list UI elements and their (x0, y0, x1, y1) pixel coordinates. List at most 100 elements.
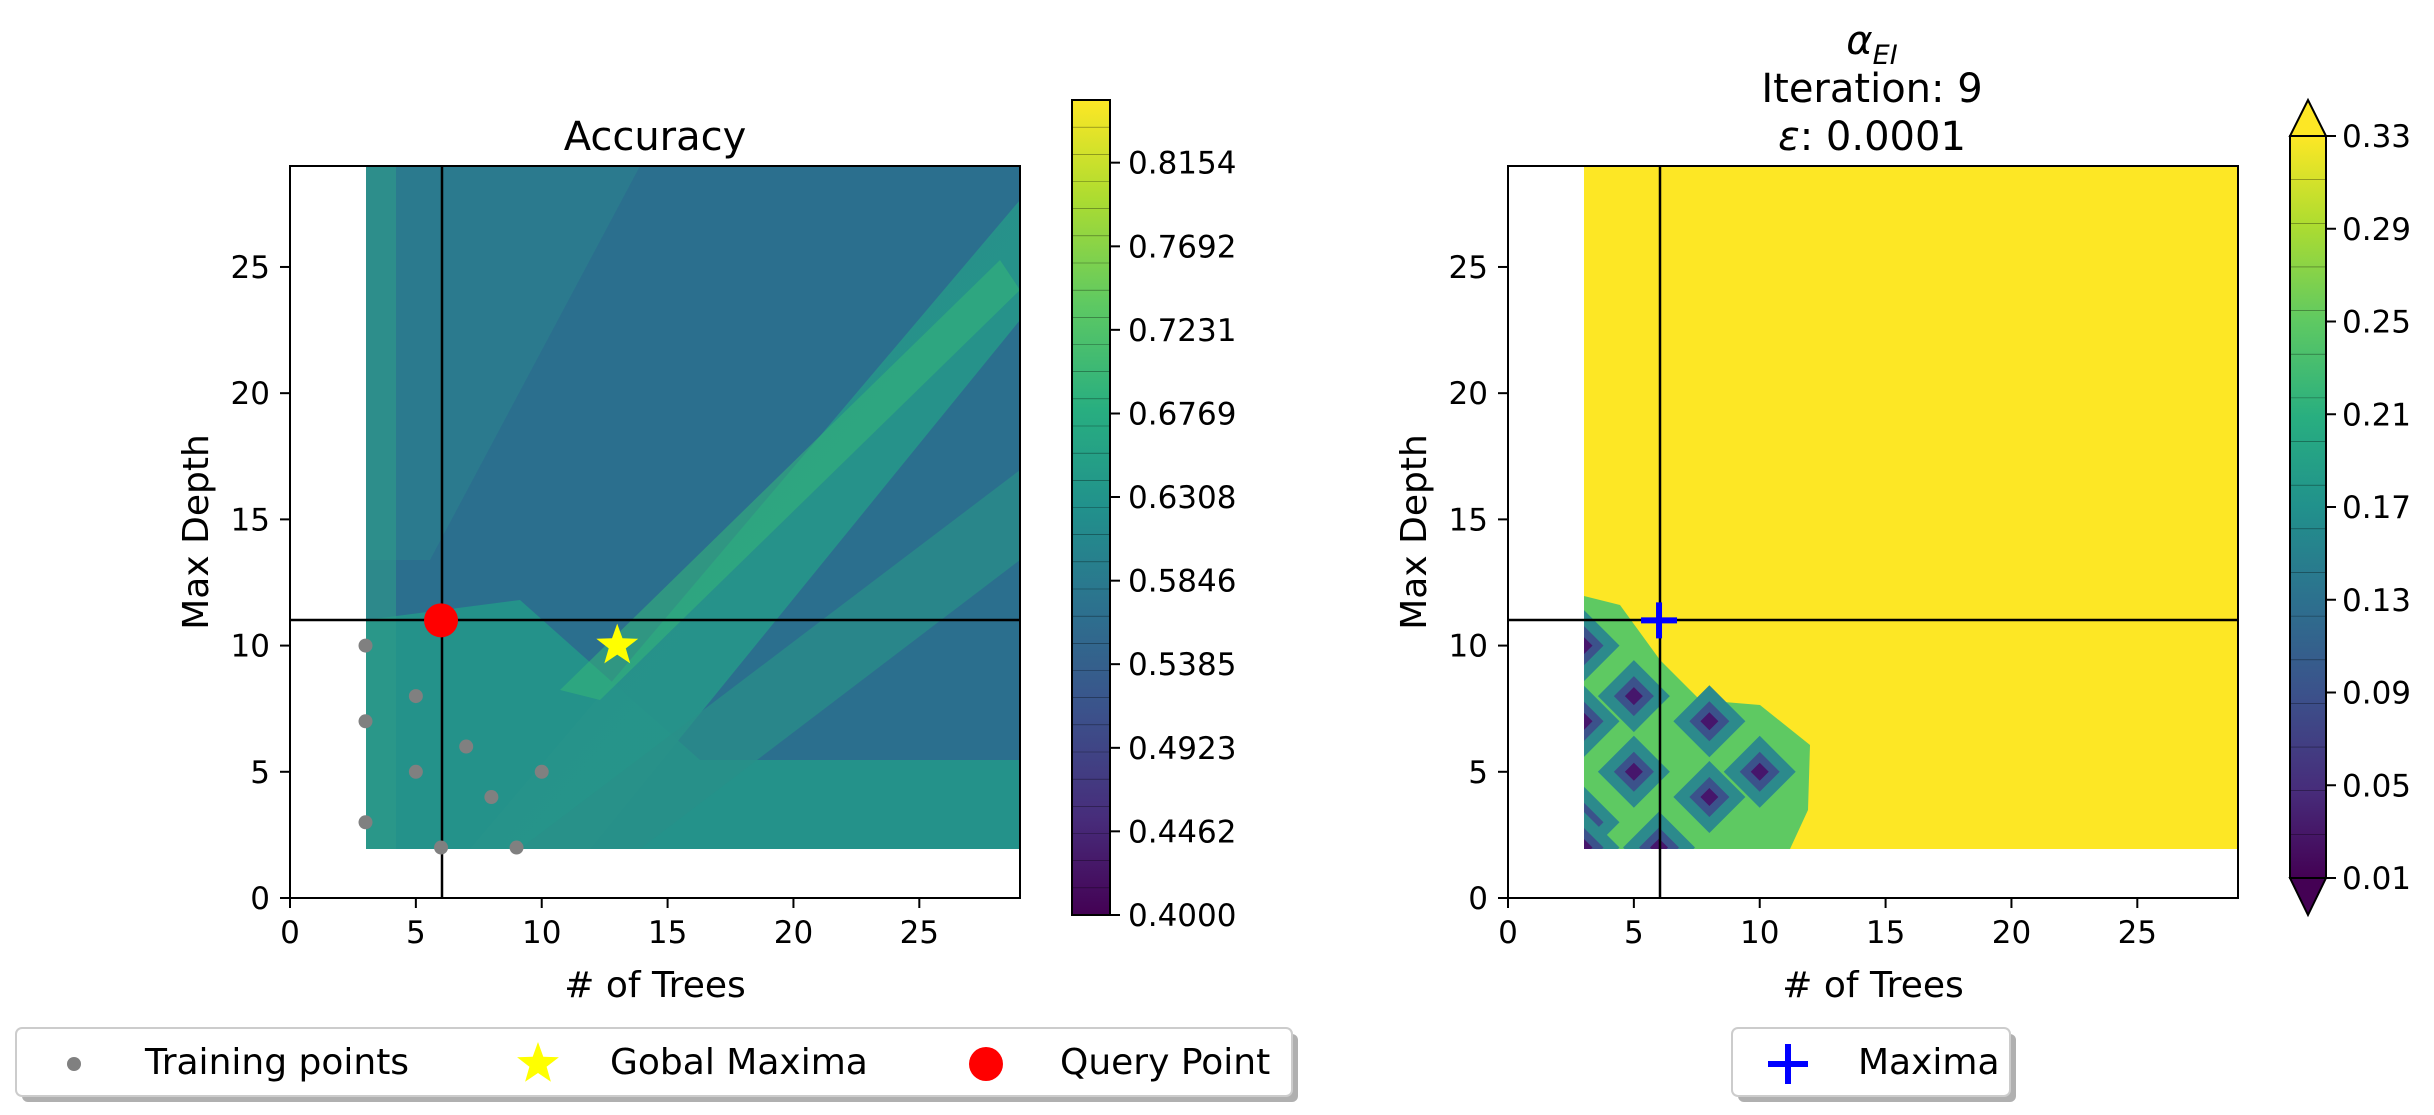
acquisition-y-tick-label: 25 (1449, 250, 1488, 286)
global-maxima-legend-marker (517, 1042, 559, 1082)
acquisition-title-epsilon-value: : 0.0001 (1800, 114, 1966, 160)
training-point (358, 714, 373, 729)
acquisition-axes-frame (1507, 165, 2239, 899)
accuracy-y-tick-label: 25 (231, 250, 270, 286)
accuracy-y-tick-label: 20 (231, 376, 270, 412)
maxima-legend-marker (1768, 1044, 1808, 1084)
acquisition-legend: Maxima (1731, 1027, 2016, 1102)
acquisition-title-epsilon: ε (1778, 114, 1800, 160)
acquisition-heatmap (1584, 166, 2238, 849)
acquisition-colorbar-tick-label: 0.25 (2342, 305, 2411, 341)
acquisition-colorbar-tick-label: 0.09 (2342, 676, 2411, 712)
accuracy-y-axis-label: Max Depth (176, 434, 217, 630)
training-point (358, 815, 373, 830)
accuracy-colorbar-tick-label: 0.5846 (1128, 564, 1236, 600)
acquisition-y-tick-label: 15 (1449, 502, 1488, 538)
acquisition-low-mid (1584, 626, 1604, 666)
training-points-legend-label: Training points (144, 1042, 409, 1083)
training-points-legend-marker (67, 1057, 81, 1071)
accuracy-secondary-band (520, 470, 1020, 849)
accuracy-y-tick-label: 15 (231, 502, 270, 538)
acquisition-colorbar-tick-label: 0.21 (2342, 397, 2411, 433)
accuracy-axes: 0 5 10 15 20 25 0 5 10 15 20 25 (231, 250, 939, 951)
accuracy-x-tick-label: 0 (280, 915, 300, 951)
accuracy-x-tick-label: 25 (900, 915, 939, 951)
acquisition-y-tick-label: 0 (1468, 881, 1488, 917)
accuracy-x-axis-label: # of Trees (564, 965, 746, 1006)
query-point-legend-marker (969, 1047, 1003, 1081)
maxima-marker (1641, 602, 1678, 639)
query-point-legend-label: Query Point (1060, 1042, 1270, 1083)
svg-text:αEI: αEI (1846, 18, 1897, 71)
training-point (358, 638, 373, 653)
training-point (408, 764, 423, 779)
accuracy-colorbar-tick-label: 0.6308 (1128, 480, 1236, 516)
accuracy-colorbar-ticks: 0.4000 0.4462 0.4923 0.5385 0.5846 0.6308 0.67… (1110, 146, 1236, 934)
accuracy-x-tick-label: 5 (406, 915, 426, 951)
acquisition-title: αEI Iteration: 9 ε: 0.0001 (1761, 18, 1982, 160)
accuracy-colorbar-tick-label: 0.7231 (1128, 313, 1236, 349)
accuracy-heatmap (366, 166, 1020, 849)
accuracy-x-tick-label: 10 (522, 915, 561, 951)
acquisition-colorbar-tick-label: 0.13 (2342, 583, 2411, 619)
accuracy-title: Accuracy (564, 114, 747, 160)
acquisition-low-core (1584, 712, 1593, 730)
accuracy-legend-box (15, 1027, 1293, 1097)
acquisition-colorbar-level-lines (2290, 179, 2326, 835)
acquisition-x-tick-label: 25 (2118, 915, 2157, 951)
acquisition-x-axis-label: # of Trees (1782, 965, 1964, 1006)
acquisition-title-alpha: α (1846, 18, 1872, 64)
acquisition-low-core (1624, 762, 1643, 781)
training-point (408, 689, 423, 704)
acquisition-panel: 0 5 10 15 20 25 0 5 10 15 20 25 αEI Iteration: 9 ε:… (1394, 18, 2411, 1102)
accuracy-ridge-core (560, 260, 1020, 700)
training-point (509, 840, 524, 855)
acquisition-colorbar-fill (2290, 136, 2326, 878)
acquisition-low-mid (1584, 701, 1604, 741)
acquisition-colorbar-ticks: 0.01 0.05 0.09 0.13 0.17 0.21 0.25 0.29 0.33 (2326, 119, 2411, 897)
acquisition-x-tick-label: 0 (1498, 915, 1518, 951)
acquisition-legend-box (1731, 1027, 2011, 1097)
accuracy-colorbar-tick-label: 0.8154 (1128, 146, 1236, 182)
svg-text:ε: 0.0001: ε: 0.0001 (1778, 114, 1966, 160)
accuracy-colorbar-tick-label: 0.4923 (1128, 731, 1236, 767)
acquisition-colorbar-tick-label: 0.05 (2342, 768, 2411, 804)
acquisition-colorbar-extend-top (2288, 97, 2328, 137)
accuracy-x-tick-label: 20 (774, 915, 813, 951)
acquisition-low-core (1750, 762, 1769, 781)
acquisition-title-iteration: Iteration: 9 (1761, 66, 1982, 112)
accuracy-colorbar-level-lines (1072, 126, 1110, 889)
acquisition-low-core (1584, 637, 1593, 655)
acquisition-x-tick-label: 5 (1624, 915, 1644, 951)
acquisition-x-tick-label: 10 (1740, 915, 1779, 951)
query-point (424, 603, 459, 638)
global-maxima-marker (596, 623, 639, 664)
training-point (434, 840, 449, 855)
accuracy-colorbar-tick-label: 0.7692 (1128, 229, 1236, 265)
acquisition-low-core (1624, 687, 1643, 706)
accuracy-colorbar-tick-label: 0.4000 (1128, 898, 1236, 934)
acquisition-low-core (1700, 788, 1719, 807)
global-maxima-star (596, 623, 639, 664)
acquisition-colorbar-tick-label: 0.33 (2342, 119, 2411, 155)
query-point-marker (424, 603, 459, 638)
training-point (534, 764, 549, 779)
acquisition-colorbar: 0.01 0.05 0.09 0.13 0.17 0.21 0.25 0.29 0.33 (2288, 97, 2411, 918)
global-maxima-legend-label: Gobal Maxima (610, 1042, 868, 1083)
accuracy-colorbar-tick-label: 0.6769 (1128, 397, 1236, 433)
acquisition-colorbar-tick-label: 0.01 (2342, 861, 2411, 897)
accuracy-upper-left-region (366, 166, 640, 560)
acquisition-y-tick-label: 10 (1449, 629, 1488, 665)
acquisition-y-tick-label: 20 (1449, 376, 1488, 412)
training-point (484, 790, 499, 805)
training-point (459, 739, 474, 754)
accuracy-y-tick-label: 10 (231, 629, 270, 665)
acquisition-x-tick-label: 15 (1866, 915, 1905, 951)
acquisition-low-core (1700, 712, 1719, 731)
accuracy-legend: Training points Gobal Maxima Query Point (15, 1027, 1298, 1102)
accuracy-y-tick-label: 5 (250, 755, 270, 791)
accuracy-left-column (366, 166, 396, 849)
accuracy-colorbar-tick-label: 0.4462 (1128, 814, 1236, 850)
maxima-legend-label: Maxima (1858, 1042, 2000, 1083)
accuracy-panel: 0 5 10 15 20 25 0 5 10 15 20 25 Accuracy # of Trees… (15, 99, 1298, 1102)
